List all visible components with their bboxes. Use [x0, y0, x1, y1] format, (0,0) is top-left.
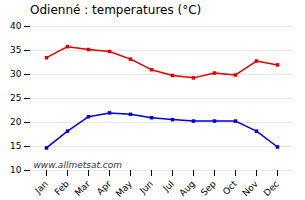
svg-text:Mar: Mar — [73, 178, 92, 197]
svg-text:Oct: Oct — [221, 178, 239, 196]
svg-text:15: 15 — [10, 141, 21, 151]
svg-text:30: 30 — [10, 69, 22, 79]
svg-text:35: 35 — [10, 45, 21, 55]
svg-text:www.allmetsat.com: www.allmetsat.com — [34, 160, 123, 170]
svg-text:Nov: Nov — [240, 178, 260, 198]
svg-text:Dec: Dec — [262, 179, 281, 198]
svg-text:Jul: Jul — [160, 179, 175, 194]
svg-text:Aug: Aug — [177, 179, 197, 199]
svg-text:Jan: Jan — [32, 179, 50, 197]
svg-text:10: 10 — [10, 165, 22, 175]
svg-text:Jun: Jun — [137, 179, 155, 197]
svg-text:20: 20 — [10, 117, 22, 127]
svg-text:May: May — [114, 178, 135, 199]
svg-text:25: 25 — [10, 93, 21, 103]
svg-text:40: 40 — [10, 21, 22, 31]
svg-text:Apr: Apr — [95, 179, 113, 197]
svg-text:Sep: Sep — [199, 179, 218, 198]
html-text:Odienné : temperatures (°C): Odienné : temperatures (°C) — [30, 3, 202, 17]
svg-text:Feb: Feb — [53, 179, 72, 198]
